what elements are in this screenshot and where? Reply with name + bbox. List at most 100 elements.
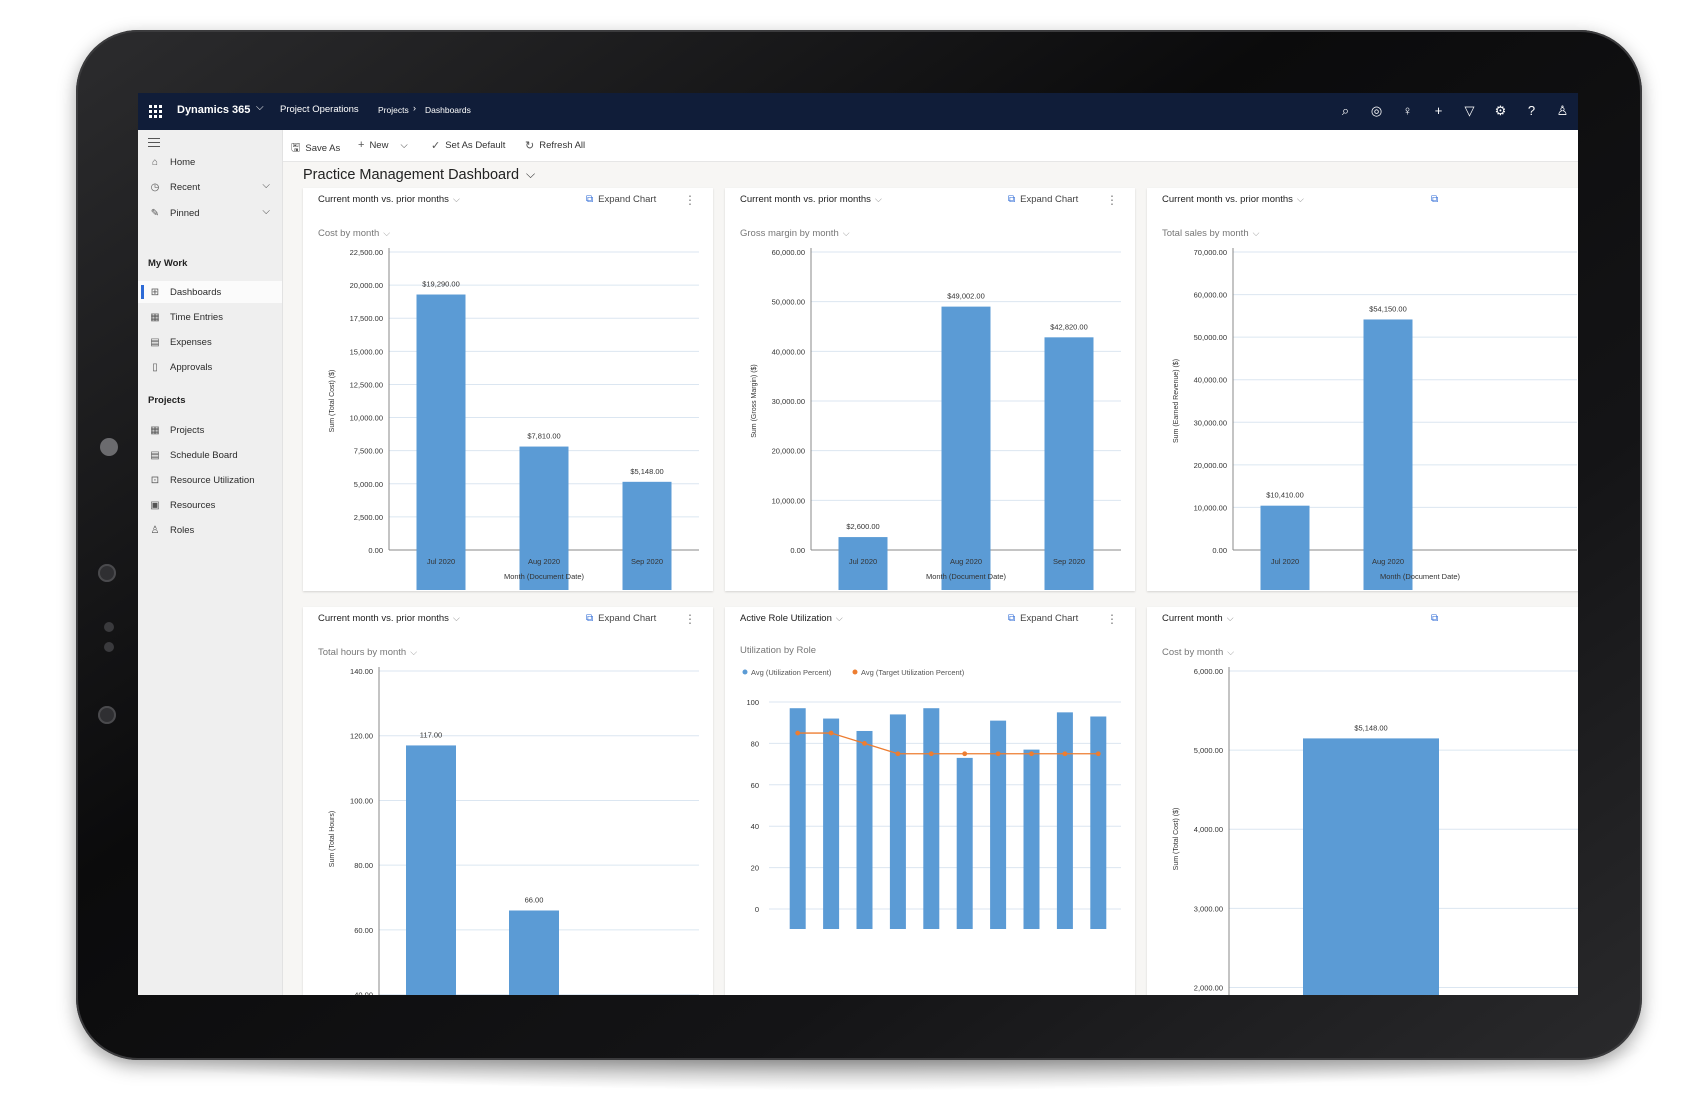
y-tick-label: 30,000.00 bbox=[1194, 418, 1227, 427]
chart-view-selector[interactable]: Current month ⌵ bbox=[1162, 613, 1234, 624]
expand-chart-button[interactable]: ⧉ bbox=[1431, 194, 1443, 205]
more-options-icon[interactable]: ⋮ bbox=[684, 193, 696, 207]
chart-header: Current month vs. prior months bbox=[318, 613, 449, 624]
chart-svg: 0.00 2,500.00 5,000.00 7,500.00 10,000.00 12,… bbox=[329, 248, 699, 590]
chart-view-selector[interactable]: Current month vs. prior months ⌵ bbox=[1162, 194, 1304, 205]
side-button bbox=[98, 564, 116, 582]
chevron-down-icon[interactable]: ⌵ bbox=[262, 180, 270, 191]
chevron-down-icon: ⌵ bbox=[1227, 647, 1235, 657]
chart-svg: 2,000.00 3,000.00 4,000.00 5,000.00 6,000.00… bbox=[1173, 667, 1578, 995]
chart-subtitle: Cost by month bbox=[1162, 647, 1224, 658]
nav-label: Home bbox=[170, 156, 196, 168]
hamburger-menu-icon[interactable] bbox=[148, 138, 160, 150]
chart-view-selector[interactable]: Active Role Utilization ⌵ bbox=[740, 613, 843, 624]
task-icon[interactable]: ◎ bbox=[1370, 103, 1383, 118]
y-axis-title: Sum (Gross Margin) ($) bbox=[751, 364, 758, 438]
set-as-default-label: Set As Default bbox=[445, 140, 506, 151]
y-tick-label: 80.00 bbox=[354, 861, 373, 870]
user-icon[interactable]: ♙ bbox=[1556, 103, 1569, 118]
data-label: $5,148.00 bbox=[1354, 723, 1387, 732]
nav-group-my-work: My Work bbox=[148, 258, 188, 269]
set-as-default-button[interactable]: ✓ Set As Default bbox=[431, 139, 505, 152]
expand-icon: ⧉ bbox=[1431, 613, 1439, 624]
nav-item-projects[interactable]: ▦ Projects bbox=[138, 419, 282, 441]
expand-chart-button[interactable]: ⧉ Expand Chart bbox=[586, 194, 656, 205]
chevron-down-icon[interactable]: ⌵ bbox=[256, 102, 264, 113]
nav-item-home[interactable]: ⌂ Home bbox=[138, 151, 282, 173]
chart-selector[interactable]: Total hours by month ⌵ bbox=[318, 647, 417, 658]
nav-label: Resource Utilization bbox=[170, 474, 255, 486]
y-tick-label: 0 bbox=[755, 905, 759, 914]
nav-item-resources[interactable]: ▣ Resources bbox=[138, 494, 282, 516]
nav-item-time-entries[interactable]: ▦ Time Entries bbox=[138, 306, 282, 328]
refresh-all-label: Refresh All bbox=[539, 140, 586, 151]
nav-item-approvals[interactable]: ▯ Approvals bbox=[138, 356, 282, 378]
bar bbox=[1303, 738, 1439, 995]
app-name[interactable]: Project Operations bbox=[280, 104, 359, 115]
breadcrumb-projects[interactable]: Projects bbox=[378, 105, 409, 115]
data-label: $54,150.00 bbox=[1369, 304, 1407, 313]
data-label: $2,600.00 bbox=[846, 522, 879, 531]
expand-chart-button[interactable]: ⧉ Expand Chart bbox=[1008, 194, 1078, 205]
search-icon[interactable]: ⌕ bbox=[1341, 103, 1350, 118]
more-options-icon[interactable]: ⋮ bbox=[684, 612, 696, 626]
chart-view-selector[interactable]: Current month vs. prior months ⌵ bbox=[740, 194, 882, 205]
y-tick-label: 22,500.00 bbox=[350, 248, 383, 257]
nav-item-recent[interactable]: ◷ Recent ⌵ bbox=[138, 176, 282, 198]
schedule-icon: ▤ bbox=[150, 449, 160, 461]
chart-selector[interactable]: Cost by month ⌵ bbox=[318, 228, 390, 239]
refresh-all-button[interactable]: ↻ Refresh All bbox=[525, 139, 585, 152]
more-options-icon[interactable]: ⋮ bbox=[1106, 612, 1118, 626]
app-launcher-icon[interactable] bbox=[149, 105, 162, 118]
save-as-button[interactable]: 🖫 Save As bbox=[291, 139, 340, 158]
dashboard-title[interactable]: Practice Management Dashboard bbox=[303, 167, 520, 183]
chart-view-selector[interactable]: Current month vs. prior months ⌵ bbox=[318, 194, 460, 205]
bar bbox=[1056, 712, 1073, 929]
nav-label: Pinned bbox=[170, 207, 200, 219]
target-line bbox=[797, 732, 1099, 755]
expand-chart-button[interactable]: ⧉ Expand Chart bbox=[586, 613, 656, 624]
chevron-down-icon[interactable]: ⌵ bbox=[262, 206, 270, 217]
chart-selector[interactable]: Gross margin by month ⌵ bbox=[740, 228, 850, 239]
breadcrumb-dashboards[interactable]: Dashboards bbox=[425, 105, 471, 115]
y-tick-label: 15,000.00 bbox=[350, 347, 383, 356]
new-label: New bbox=[369, 139, 389, 151]
app-title[interactable]: Dynamics 365 bbox=[177, 104, 251, 116]
settings-icon[interactable]: ⚙ bbox=[1494, 103, 1507, 118]
chart-subtitle: Cost by month bbox=[318, 228, 380, 239]
chevron-down-icon: ⌵ bbox=[410, 647, 418, 657]
bar bbox=[1023, 749, 1040, 929]
lightbulb-icon[interactable]: ♀ bbox=[1402, 103, 1413, 118]
filter-icon[interactable]: ▽ bbox=[1464, 103, 1475, 118]
top-bar: Dynamics 365 ⌵ Project Operations Projec… bbox=[138, 93, 1578, 130]
chart-selector[interactable]: Total sales by month ⌵ bbox=[1162, 228, 1259, 239]
chevron-down-icon: ⌵ bbox=[452, 194, 460, 204]
nav-item-roles[interactable]: ♙ Roles bbox=[138, 519, 282, 541]
nav-item-pinned[interactable]: ✎ Pinned ⌵ bbox=[138, 202, 282, 224]
chart-card-total-hours: Current month vs. prior months ⌵ ⧉ Expand … bbox=[303, 607, 713, 995]
add-icon[interactable]: + bbox=[1434, 103, 1443, 118]
chart-card-role-utilization: Active Role Utilization ⌵ ⧉ Expand Chart ⋮… bbox=[725, 607, 1135, 995]
new-button[interactable]: + New ⌵ bbox=[358, 139, 408, 151]
y-tick-label: 120.00 bbox=[350, 732, 373, 741]
chart-selector[interactable]: Utilization by Role bbox=[740, 645, 816, 656]
nav-item-resource-utilization[interactable]: ⊡ Resource Utilization bbox=[138, 469, 282, 491]
help-icon[interactable]: ? bbox=[1527, 103, 1536, 118]
x-tick-label: Jul 2020 bbox=[1271, 557, 1299, 566]
x-axis-title: Month (Document Date) bbox=[504, 572, 585, 581]
chevron-down-icon[interactable]: ⌵ bbox=[400, 139, 408, 151]
nav-item-dashboards[interactable]: ⊞ Dashboards bbox=[138, 281, 282, 303]
chart-card-gross-margin: Current month vs. prior months ⌵ ⧉ Expand … bbox=[725, 188, 1135, 591]
bar bbox=[509, 910, 559, 995]
home-icon: ⌂ bbox=[151, 156, 159, 168]
chart-view-selector[interactable]: Current month vs. prior months ⌵ bbox=[318, 613, 460, 624]
chart-selector[interactable]: Cost by month ⌵ bbox=[1162, 647, 1234, 658]
nav-item-expenses[interactable]: ▤ Expenses bbox=[138, 331, 282, 353]
nav-item-schedule-board[interactable]: ▤ Schedule Board bbox=[138, 444, 282, 466]
chevron-down-icon[interactable]: ⌵ bbox=[526, 167, 536, 181]
expand-chart-button[interactable]: ⧉ bbox=[1431, 613, 1443, 624]
expand-chart-button[interactable]: ⧉ Expand Chart bbox=[1008, 613, 1078, 624]
roles-icon: ♙ bbox=[150, 524, 160, 536]
chart-svg: 0.00 10,000.00 20,000.00 30,000.00 40,000.00… bbox=[1173, 248, 1577, 590]
more-options-icon[interactable]: ⋮ bbox=[1106, 193, 1118, 207]
